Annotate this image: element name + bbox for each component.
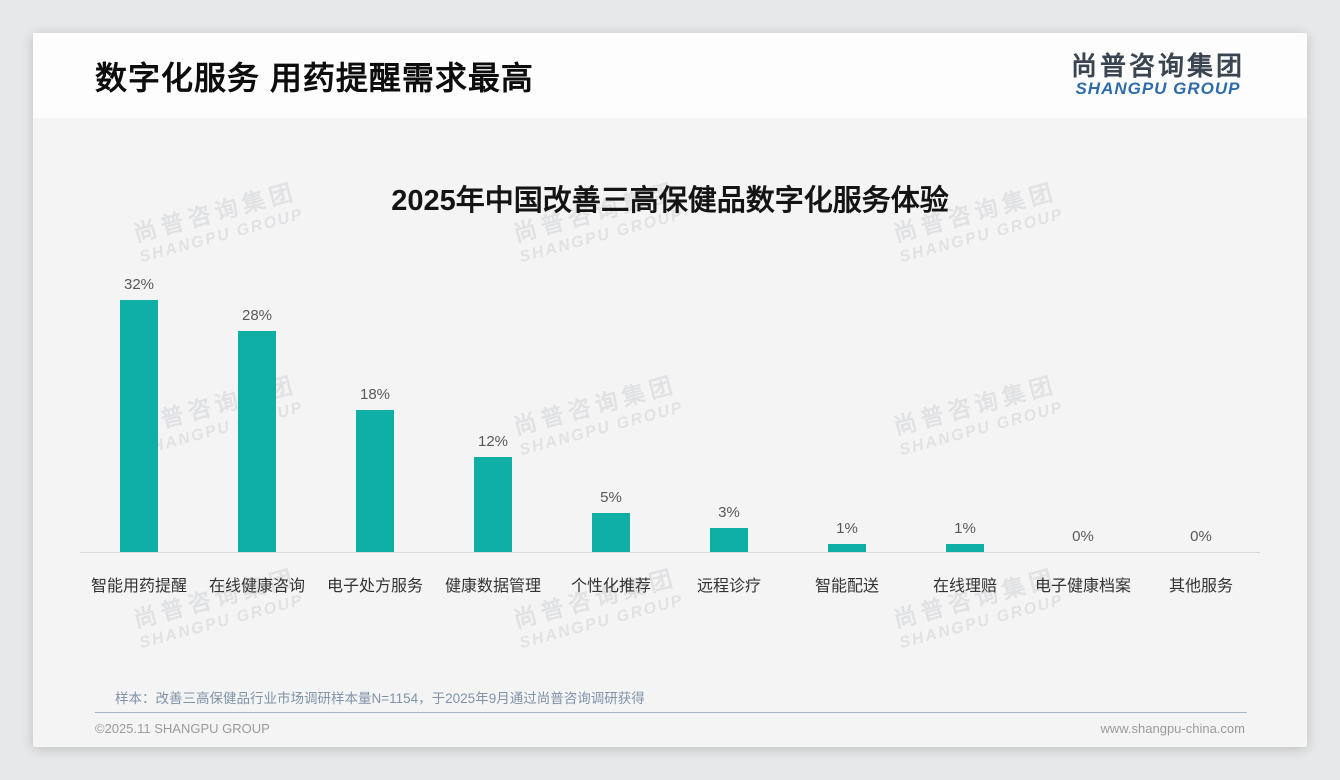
logo-english-text: SHANGPU GROUP xyxy=(1075,79,1241,99)
value-label: 28% xyxy=(241,307,273,324)
website-url: www.shangpu-china.com xyxy=(1100,721,1245,736)
bar-column: 32% xyxy=(80,253,198,552)
bar xyxy=(946,544,984,552)
bar xyxy=(592,513,630,552)
value-label: 12% xyxy=(477,433,509,450)
page-title: 数字化服务 用药提醒需求最高 xyxy=(95,59,534,96)
bar-column: 1% xyxy=(788,253,906,552)
sample-note: 样本：改善三高保健品行业市场调研样本量N=1154，于2025年9月通过尚普咨询… xyxy=(115,691,645,706)
bar-column: 12% xyxy=(434,253,552,552)
category-label: 电子健康档案 xyxy=(1034,578,1131,595)
value-label: 0% xyxy=(1190,528,1212,545)
bar xyxy=(356,410,394,552)
bar-column: 18% xyxy=(316,253,434,552)
category-label: 电子处方服务 xyxy=(326,578,423,595)
bar-column: 1% xyxy=(906,253,1024,552)
bar xyxy=(710,528,748,552)
company-logo: 尚普咨询集团 SHANGPU GROUP xyxy=(1071,52,1245,99)
category-label: 智能配送 xyxy=(814,578,879,595)
report-slide: 尚普咨询集团 SHANGPU GROUP 尚普咨询集团 SHANGPU GROUP … xyxy=(33,33,1307,747)
copyright-text: ©2025.11 SHANGPU GROUP xyxy=(95,721,270,736)
category-label: 远程诊疗 xyxy=(696,578,761,595)
value-label: 0% xyxy=(1072,528,1094,545)
value-label: 1% xyxy=(836,520,858,537)
category-label: 在线理赔 xyxy=(932,578,997,595)
category-label: 智能用药提醒 xyxy=(90,578,187,595)
bar-column: 0% xyxy=(1024,253,1142,552)
logo-chinese-text: 尚普咨询集团 xyxy=(1070,50,1245,81)
header: 数字化服务 用药提醒需求最高 尚普咨询集团 SHANGPU GROUP xyxy=(33,33,1307,118)
bar-column: 28% xyxy=(198,253,316,552)
bar-column: 3% xyxy=(670,253,788,552)
x-axis-labels: 智能用药提醒 在线健康咨询 电子处方服务 健康数据管理 个性化推荐 远程诊疗 智… xyxy=(80,554,1260,596)
bar xyxy=(828,544,866,552)
category-label: 个性化推荐 xyxy=(570,578,651,595)
category-label: 在线健康咨询 xyxy=(208,578,305,595)
value-label: 3% xyxy=(718,504,740,521)
category-label: 健康数据管理 xyxy=(444,578,541,595)
bar-column: 5% xyxy=(552,253,670,552)
value-label: 18% xyxy=(359,386,391,403)
value-label: 5% xyxy=(600,489,622,506)
bar xyxy=(120,300,158,552)
bar xyxy=(474,457,512,552)
bar-column: 0% xyxy=(1142,253,1260,552)
category-label: 其他服务 xyxy=(1168,578,1233,595)
value-label: 1% xyxy=(954,520,976,537)
footer: ©2025.11 SHANGPU GROUP www.shangpu-china… xyxy=(95,721,1245,736)
bar-chart: 32% 28% 18% 12% 5% 3% 1% 1% 0% 0% xyxy=(80,253,1260,553)
footer-divider xyxy=(95,712,1247,713)
bar xyxy=(238,331,276,552)
value-label: 32% xyxy=(123,276,155,293)
chart-title: 2025年中国改善三高保健品数字化服务体验 xyxy=(391,185,949,217)
